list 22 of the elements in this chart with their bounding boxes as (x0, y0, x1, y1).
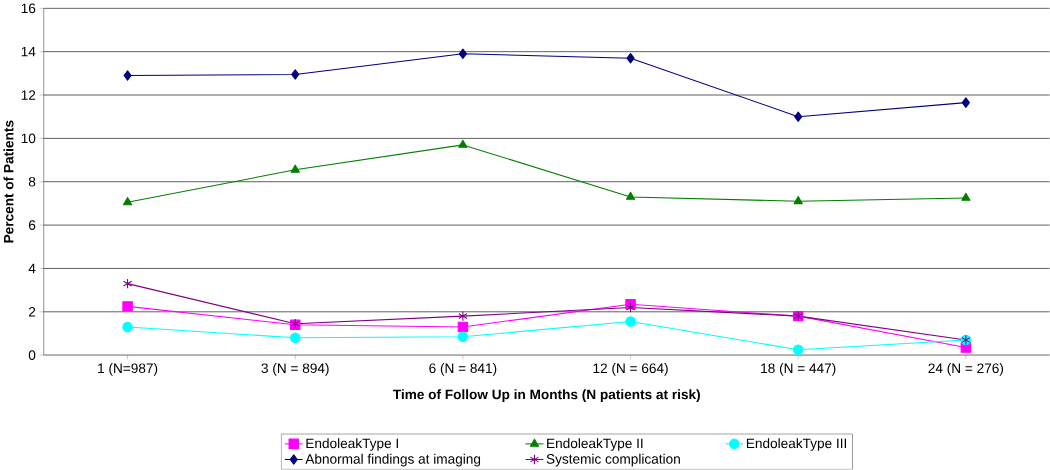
x-tick-label: 3 (N = 894) (261, 363, 329, 376)
legend-label: Systemic complication (546, 453, 680, 467)
y-tick-label: 8 (28, 177, 36, 187)
legend-label: EndoleakType III (746, 438, 847, 452)
x-tick-label: 18 (N = 447) (761, 363, 836, 376)
x-tick-label: 12 (N = 664) (593, 363, 668, 376)
y-tick-label: 10 (21, 133, 36, 144)
legend-label: EndoleakType II (547, 438, 643, 452)
y-tick-label: 14 (21, 47, 36, 57)
y-tick-label: 4 (28, 263, 36, 274)
legend-label: Abnormal findings at imaging (305, 453, 481, 467)
y-tick-label: 0 (28, 350, 36, 361)
y-axis-title: Percent of Patients (3, 120, 14, 243)
x-axis-title: Time of Follow Up in Months (N patients at risk) (392, 389, 700, 403)
y-tick-label: 12 (21, 90, 36, 100)
x-tick-label: 24 (N = 276) (928, 363, 1004, 376)
y-tick-label: 2 (28, 307, 36, 317)
x-tick-label: 6 (N = 841) (429, 363, 497, 376)
y-tick-label: 6 (28, 220, 36, 231)
x-tick-label: 1 (N=987) (98, 363, 158, 376)
y-tick-label: 16 (21, 3, 36, 14)
legend-label: EndoleakType I (306, 438, 398, 452)
